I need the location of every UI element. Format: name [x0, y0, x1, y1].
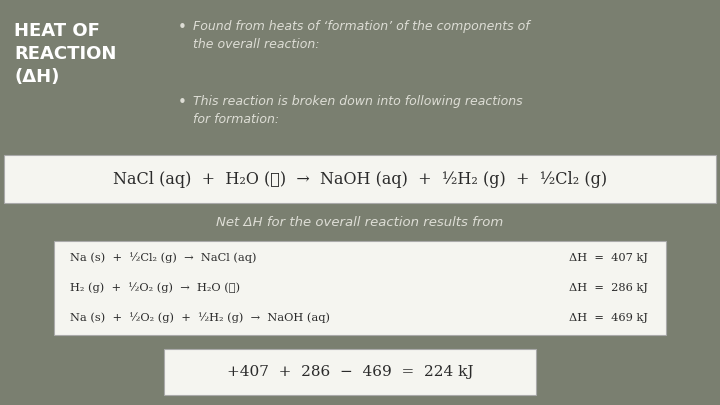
- Text: ΔH  =  286 kJ: ΔH = 286 kJ: [569, 283, 648, 293]
- Text: H₂ (g)  +  ½O₂ (g)  →  H₂O (ℓ): H₂ (g) + ½O₂ (g) → H₂O (ℓ): [70, 283, 240, 293]
- Text: ΔH  =  407 kJ: ΔH = 407 kJ: [569, 253, 648, 263]
- Text: Na (s)  +  ½O₂ (g)  +  ½H₂ (g)  →  NaOH (aq): Na (s) + ½O₂ (g) + ½H₂ (g) → NaOH (aq): [70, 313, 330, 323]
- FancyBboxPatch shape: [54, 241, 666, 335]
- Text: Net ΔH for the overall reaction results from: Net ΔH for the overall reaction results …: [217, 216, 503, 229]
- Text: Na (s)  +  ½Cl₂ (g)  →  NaCl (aq): Na (s) + ½Cl₂ (g) → NaCl (aq): [70, 253, 256, 263]
- Text: This reaction is broken down into following reactions
for formation:: This reaction is broken down into follow…: [193, 95, 523, 126]
- Text: •: •: [178, 20, 187, 35]
- Text: ΔH  =  469 kJ: ΔH = 469 kJ: [569, 313, 648, 323]
- FancyBboxPatch shape: [4, 155, 716, 203]
- Text: Found from heats of ‘formation’ of the components of
the overall reaction:: Found from heats of ‘formation’ of the c…: [193, 20, 530, 51]
- Text: HEAT OF
REACTION
(ΔH): HEAT OF REACTION (ΔH): [14, 22, 117, 86]
- Text: +407  +  286  −  469  =  224 kJ: +407 + 286 − 469 = 224 kJ: [227, 365, 473, 379]
- Text: NaCl (aq)  +  H₂O (ℓ)  →  NaOH (aq)  +  ½H₂ (g)  +  ½Cl₂ (g): NaCl (aq) + H₂O (ℓ) → NaOH (aq) + ½H₂ (g…: [113, 171, 607, 188]
- Text: •: •: [178, 95, 187, 110]
- FancyBboxPatch shape: [164, 349, 536, 395]
